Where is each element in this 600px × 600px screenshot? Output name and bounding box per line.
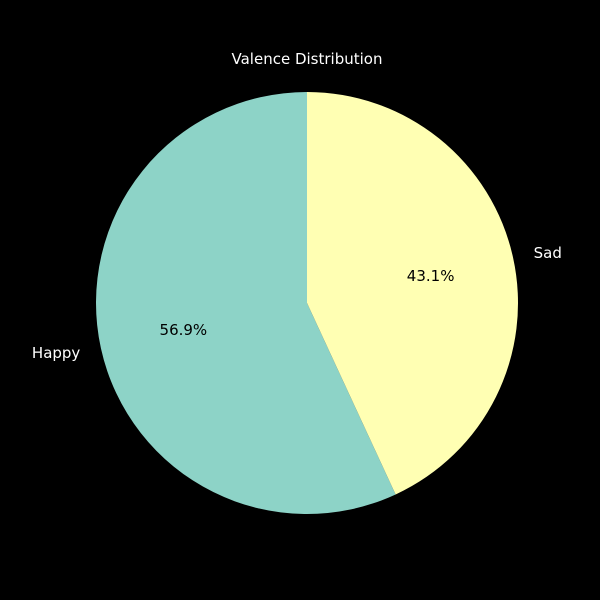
pie-labels: Happy 56.9% Sad 43.1% — [32, 244, 562, 362]
pct-label-sad: 43.1% — [407, 267, 455, 285]
slice-label-sad: Sad — [534, 244, 562, 262]
pie-slice-sad — [307, 92, 519, 495]
slice-label-happy: Happy — [32, 344, 81, 362]
pie-slice-happy — [96, 92, 396, 514]
pie-slices — [96, 92, 519, 514]
chart-title: Valence Distribution — [232, 50, 383, 68]
pct-label-happy: 56.9% — [160, 321, 208, 339]
